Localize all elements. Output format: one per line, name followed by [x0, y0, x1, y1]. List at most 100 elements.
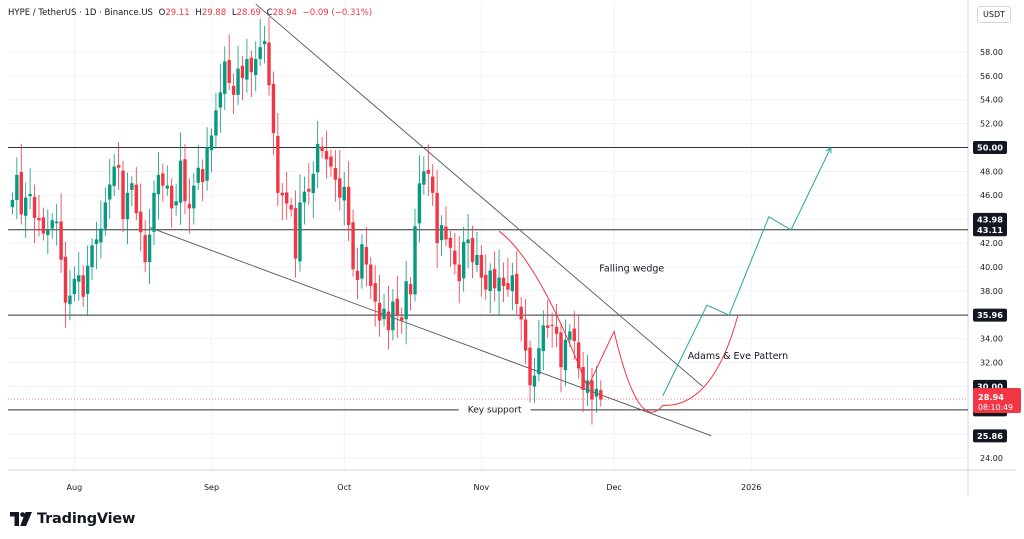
candle-body [218, 92, 223, 108]
candle [10, 192, 15, 215]
candle [488, 263, 492, 314]
candle-body [147, 234, 152, 263]
candle [121, 160, 125, 233]
candle-body [506, 283, 510, 290]
candle [364, 226, 369, 287]
candle [554, 303, 559, 347]
candle-body [41, 217, 46, 234]
candle [32, 184, 37, 244]
x-tick-label: Oct [337, 483, 351, 492]
candle [147, 209, 152, 285]
candle [231, 73, 236, 114]
candle [293, 190, 298, 278]
currency-label[interactable]: USDT [977, 6, 1011, 23]
candle [165, 165, 169, 196]
symbol-header: HYPE / TetherUS · 1D · Binance.US O29.11… [8, 8, 372, 18]
candle [510, 262, 515, 311]
candle [134, 167, 138, 221]
candle [54, 203, 59, 246]
candle [395, 275, 400, 338]
candle [382, 293, 386, 327]
x-tick-label: 2026 [741, 483, 761, 492]
x-tick-label: Aug [67, 483, 83, 492]
candle-body [599, 390, 603, 400]
candle-body [205, 147, 209, 181]
candle-body [572, 328, 576, 341]
candle [484, 254, 488, 300]
candle [90, 238, 94, 281]
candle-body [453, 250, 457, 265]
candle [532, 357, 537, 403]
candle [262, 26, 267, 64]
candle-body [594, 388, 599, 397]
symbol-title[interactable]: HYPE / TetherUS · 1D · Binance.US [8, 8, 153, 18]
candle-body [209, 135, 214, 151]
candle-body [532, 375, 537, 387]
candle [417, 155, 422, 243]
candle-body [72, 278, 77, 295]
candle [68, 270, 72, 321]
candle-body [466, 239, 470, 244]
annotation-label: Adams & Eve Pattern [688, 351, 789, 362]
candle-body [23, 197, 28, 216]
candle-body [249, 57, 254, 73]
price-tag-label: 43.11 [977, 225, 1003, 235]
projection-arrowhead [825, 146, 832, 154]
candle [41, 207, 46, 241]
candle [258, 18, 262, 67]
candle-body [46, 229, 50, 235]
candle-body [19, 172, 23, 215]
tradingview-logo-icon [10, 512, 32, 526]
candle [475, 232, 479, 273]
candle [444, 206, 448, 247]
open-label: O [158, 8, 166, 18]
candle [523, 299, 528, 364]
candle-body [68, 295, 72, 305]
candle-body [298, 202, 302, 262]
candle-body [479, 254, 484, 278]
candle [377, 274, 382, 337]
candle-body [302, 191, 307, 203]
candle-body [254, 59, 258, 76]
candle-body [550, 324, 554, 326]
tradingview-logo[interactable]: TradingView [10, 508, 135, 530]
candle-body [426, 169, 430, 174]
candle-body [576, 342, 581, 369]
candle-body [258, 47, 262, 60]
candle [519, 297, 523, 342]
annotation-bg [458, 402, 531, 415]
candle-body [364, 247, 369, 265]
candle-body [271, 83, 276, 134]
candle-body [448, 237, 453, 248]
candle [94, 221, 99, 270]
candle [205, 127, 209, 191]
candle-body [519, 306, 523, 320]
candle-body [484, 274, 488, 290]
candle [280, 183, 284, 221]
candle-body [178, 160, 183, 203]
candle [338, 150, 342, 211]
price-tag-label: 30.00 [977, 381, 1003, 391]
candle-body [192, 185, 196, 209]
candle [329, 149, 333, 177]
close-label: C [266, 8, 273, 18]
candle-body [417, 183, 422, 224]
candle [139, 183, 143, 252]
wedge-lower-line [149, 227, 712, 437]
candle [515, 250, 519, 315]
candle [59, 193, 63, 273]
y-tick-label: 48.00 [980, 167, 1003, 176]
candle [285, 172, 289, 220]
candle-body [541, 325, 545, 352]
candle [351, 209, 355, 277]
candle-body [94, 239, 99, 244]
price-tag-label: 50.00 [977, 142, 1003, 152]
candle-body [457, 264, 461, 282]
last-price-label: 28.94 [978, 392, 1004, 402]
candle-body [311, 173, 315, 194]
candle [227, 34, 231, 91]
candle [346, 161, 351, 242]
candle-body [510, 275, 515, 292]
candle [342, 171, 346, 226]
